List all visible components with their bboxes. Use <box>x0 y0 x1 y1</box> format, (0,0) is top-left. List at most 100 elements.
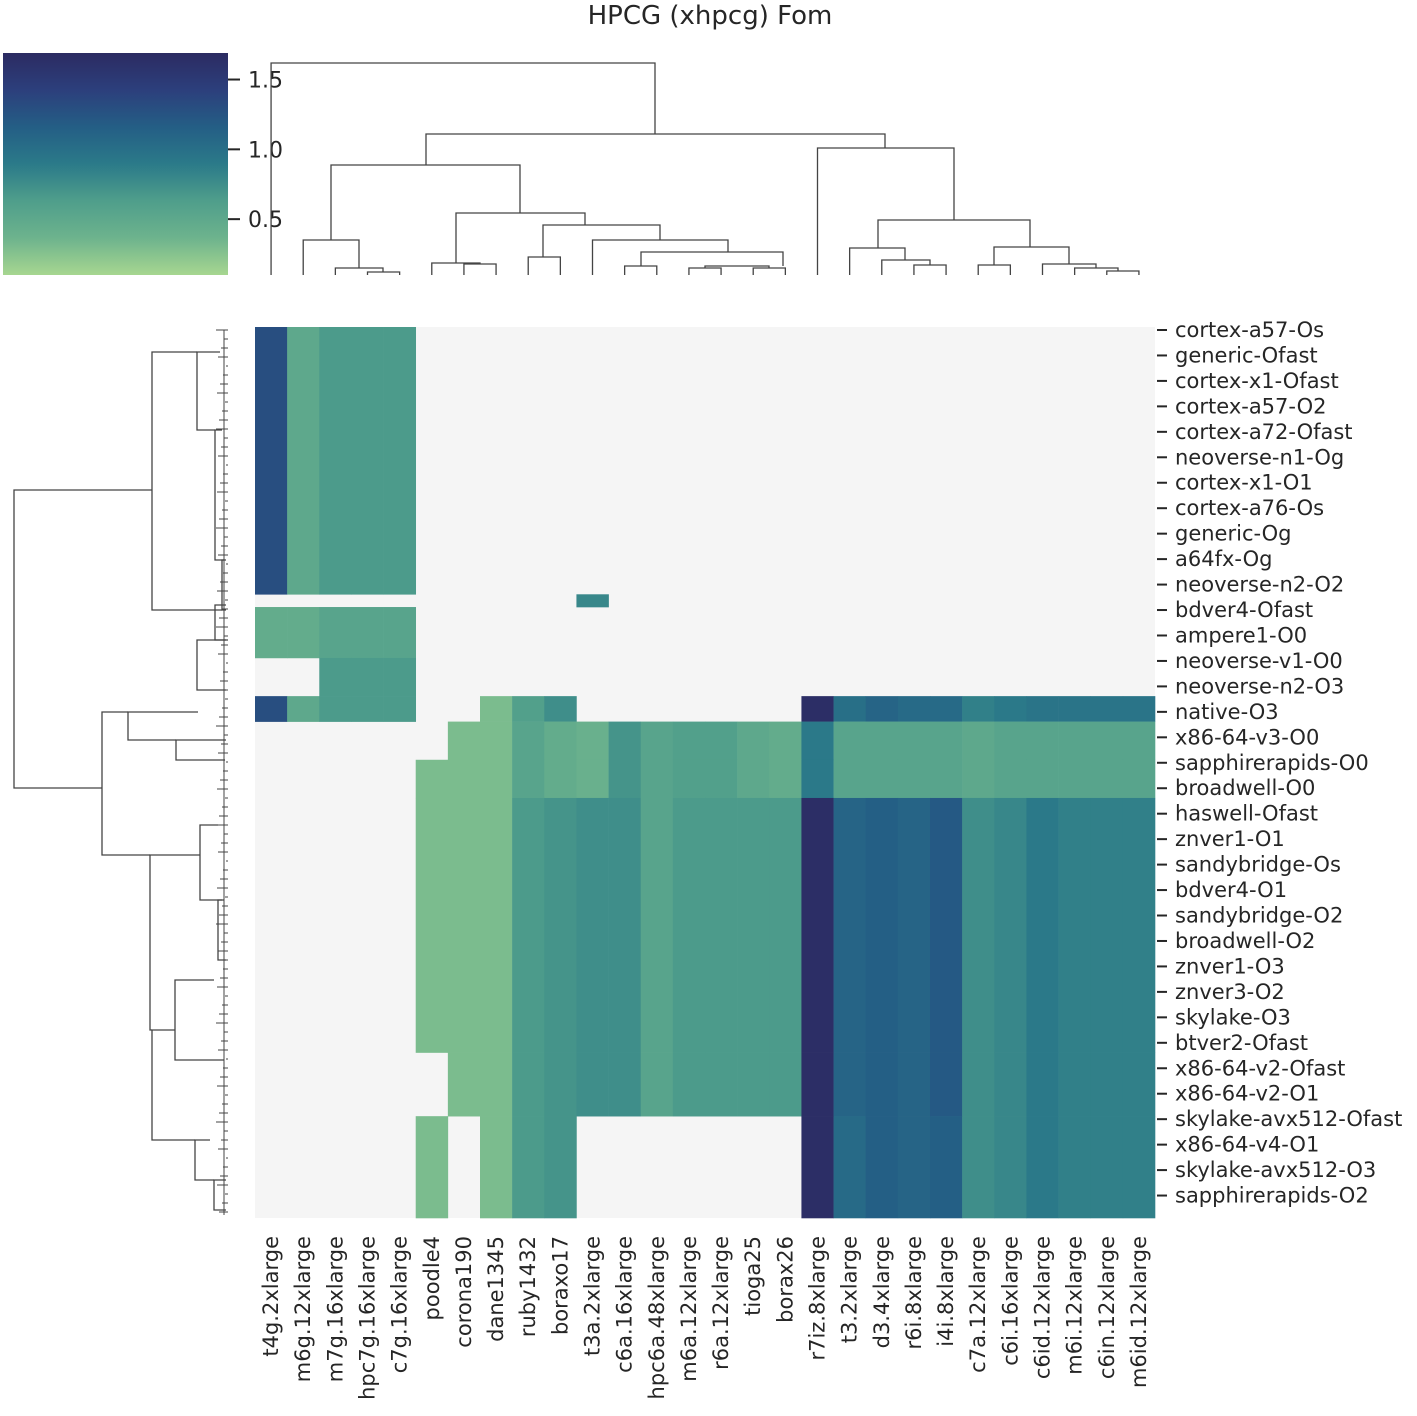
heatmap-cell <box>640 759 674 799</box>
row-label: x86-64-v3-O0 <box>1175 725 1319 749</box>
heatmap-cell <box>1026 1116 1059 1219</box>
heatmap-cell <box>801 1052 834 1117</box>
row-label: sandybridge-Os <box>1175 853 1341 877</box>
heatmap-cell <box>383 607 417 659</box>
row-label: znver1-O3 <box>1175 954 1285 978</box>
heatmap-cell <box>737 1052 770 1117</box>
heatmap-cell <box>672 1052 706 1117</box>
heatmap-cell <box>319 696 352 722</box>
heatmap-cell <box>608 1052 642 1117</box>
heatmap-cell <box>640 721 674 761</box>
column-dendrogram <box>270 62 1140 275</box>
row-label: btver2-Ofast <box>1175 1031 1308 1055</box>
column-label: c7a.12xlarge <box>966 1236 990 1373</box>
column-label: r6i.8xlarge <box>902 1236 926 1350</box>
heatmap-cell <box>1122 759 1156 799</box>
column-label: ruby1432 <box>516 1236 540 1337</box>
heatmap-cell <box>962 759 995 799</box>
heatmap-cell <box>833 759 867 799</box>
dendrogram-link <box>101 711 150 856</box>
heatmap-cell <box>833 797 867 1053</box>
heatmap-cell <box>994 721 1027 761</box>
row-label: x86-64-v2-O1 <box>1175 1082 1319 1106</box>
heatmap-cell <box>512 797 545 1053</box>
heatmap-cell <box>383 696 417 722</box>
heatmap-cell <box>480 696 513 722</box>
row-label: neoverse-n2-O3 <box>1175 674 1344 698</box>
row-label: neoverse-n2-O2 <box>1175 573 1344 597</box>
heatmap-cell <box>415 759 449 799</box>
dendrogram-link <box>196 639 226 691</box>
column-label: poodle4 <box>420 1236 444 1320</box>
row-label: broadwell-O0 <box>1175 776 1315 800</box>
row-label: znver3-O2 <box>1175 980 1285 1004</box>
chart-title: HPCG (xhpcg) Fom <box>588 1 833 31</box>
heatmap-cell <box>512 721 545 761</box>
heatmap-cell <box>672 759 706 799</box>
column-label: m6id.12xlarge <box>1127 1236 1151 1388</box>
heatmap-cell <box>512 696 545 722</box>
heatmap-cell <box>319 657 352 697</box>
row-label: cortex-a57-O2 <box>1175 394 1326 418</box>
heatmap-cell <box>865 797 899 1053</box>
heatmap-cell <box>1026 759 1059 799</box>
heatmap-cell <box>1122 1052 1156 1117</box>
row-label: neoverse-v1-O0 <box>1175 649 1343 673</box>
row-label: znver1-O1 <box>1175 827 1285 851</box>
dendrogram-link <box>330 164 521 240</box>
dendrogram-link <box>1073 267 1119 275</box>
column-label: dane1345 <box>484 1236 508 1342</box>
heatmap-cell <box>255 327 288 595</box>
dendrogram-link <box>302 239 360 275</box>
heatmap-cell <box>383 327 417 595</box>
heatmap-cell <box>769 721 802 761</box>
dendrogram-link <box>217 899 226 961</box>
column-label: tioga25 <box>741 1236 765 1316</box>
heatmap-cell <box>1026 696 1059 722</box>
heatmap-cell <box>801 1116 834 1219</box>
heatmap-cell <box>544 759 577 799</box>
row-label: cortex-a57-Os <box>1175 318 1324 342</box>
row-label: broadwell-O2 <box>1175 929 1315 953</box>
heatmap-cell <box>576 759 609 799</box>
row-label: a64fx-Og <box>1175 547 1272 571</box>
heatmap-cell <box>801 759 834 799</box>
heatmap-cell <box>608 759 642 799</box>
heatmap-cell <box>801 721 834 761</box>
heatmap-cell <box>544 1116 577 1219</box>
column-label: t4g.2xlarge <box>259 1236 283 1357</box>
row-label: cortex-x1-O1 <box>1175 471 1313 495</box>
dendrogram-link <box>752 267 787 275</box>
column-label: corona190 <box>452 1236 476 1348</box>
heatmap-cell <box>833 696 867 722</box>
row-label: bdver4-Ofast <box>1175 598 1313 622</box>
column-label: t3a.2xlarge <box>581 1236 605 1356</box>
column-label: hpc6a.48xlarge <box>645 1236 669 1399</box>
dendrogram-link <box>977 264 1012 275</box>
dendrogram-link <box>463 263 497 275</box>
heatmap-cell <box>833 1052 867 1117</box>
heatmap-cell <box>576 721 609 761</box>
column-label: borax26 <box>773 1236 797 1323</box>
row-labels: cortex-a57-Osgeneric-Ofastcortex-x1-Ofas… <box>1157 318 1402 1208</box>
heatmap-cell <box>672 721 706 761</box>
column-label: c6i.16xlarge <box>998 1236 1022 1366</box>
dendrogram-link <box>425 133 886 165</box>
heatmap-cell <box>1122 721 1156 761</box>
dendrogram-link <box>527 256 562 275</box>
heatmap-cell <box>447 1052 481 1117</box>
column-labels: t4g.2xlarge m6g.12xlarge m7g.16xlarge hpc7g… <box>259 1236 1151 1400</box>
heatmap-cell <box>705 721 738 761</box>
heatmap-cell <box>576 594 609 608</box>
heatmap-cell <box>737 797 770 1053</box>
heatmap-cell <box>897 721 931 761</box>
dendrogram-link <box>334 267 384 275</box>
dendrogram-link <box>13 489 152 789</box>
row-label: bdver4-O1 <box>1175 878 1287 902</box>
dendrogram-link <box>151 1029 195 1141</box>
heatmap-cell <box>512 1052 545 1117</box>
heatmap-cell <box>1026 1052 1059 1117</box>
column-label: d3.4xlarge <box>870 1236 894 1348</box>
heatmap-cell <box>544 721 577 761</box>
heatmap-cell <box>865 1116 899 1219</box>
